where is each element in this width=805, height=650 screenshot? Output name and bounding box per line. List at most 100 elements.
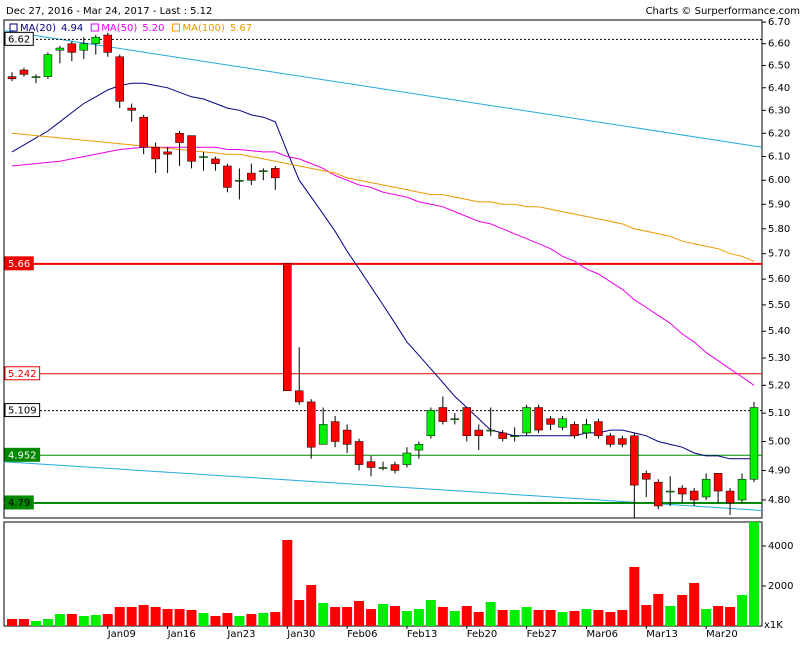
volume-bar [66, 614, 77, 626]
volume-bar [186, 610, 197, 626]
volume-bar [461, 606, 472, 626]
level-label-box [4, 447, 41, 462]
candle-body [223, 165, 232, 188]
candle-body [342, 429, 352, 445]
volume-bar [533, 610, 544, 626]
candle-body [546, 418, 555, 425]
candle-body [247, 172, 256, 181]
volume-bar [174, 609, 185, 626]
volume-bar [102, 614, 113, 626]
volume-bar [342, 607, 353, 626]
volume-bar [401, 611, 412, 626]
legend-swatch [9, 23, 18, 32]
volume-bar [162, 609, 173, 626]
level-label-box [4, 366, 41, 381]
volume-bar [138, 605, 149, 626]
x-tick-label: Jan30 [286, 629, 315, 640]
level-label: 6.62 [8, 34, 30, 45]
candle-body [67, 43, 77, 53]
x-tick-label: Mar06 [586, 629, 618, 640]
y-tick-label: 6.70 [768, 17, 790, 28]
volume-bar [7, 619, 17, 626]
volume-bar [354, 601, 365, 626]
candle-body [175, 133, 184, 143]
x-tick-label: Jan16 [167, 629, 196, 640]
price-plot [4, 30, 762, 518]
volume-bar [306, 585, 317, 626]
candle-body [354, 441, 364, 465]
candle-body [534, 407, 543, 431]
candle-body [606, 435, 615, 445]
volume-bar [509, 610, 520, 626]
volume-bar [485, 602, 496, 626]
candle-body [7, 76, 17, 80]
level-label: 4.79 [8, 498, 30, 509]
candle-body [701, 478, 711, 498]
volume-bar [521, 607, 532, 626]
volume-bar [653, 594, 664, 626]
y-tick-label: 2000 [768, 581, 793, 592]
volume-bar [737, 595, 748, 626]
candle-body [211, 158, 220, 164]
volume-bar [258, 613, 269, 626]
candle-body [725, 490, 735, 504]
candle-body [366, 461, 376, 468]
y-tick-label: 6.30 [768, 105, 790, 116]
y-tick-label: 5.40 [768, 326, 790, 337]
candle-body [283, 263, 292, 392]
candle-body [103, 34, 112, 53]
volume-bar [90, 615, 101, 626]
volume-bar [701, 609, 712, 626]
legend-value: 5.20 [142, 23, 164, 34]
candle-body [618, 438, 627, 445]
volume-bar [282, 540, 293, 626]
candle-body [187, 135, 196, 162]
volume-bar [605, 612, 616, 626]
x-tick-label: Jan23 [226, 629, 255, 640]
volume-bar [318, 603, 329, 626]
volume-bar [78, 616, 89, 626]
level-label-box [4, 495, 34, 510]
volume-bar [42, 619, 53, 626]
volume-bar [126, 607, 137, 626]
volume-bar [30, 621, 41, 626]
candle-body [199, 156, 208, 158]
candle-body [390, 464, 400, 471]
candle-body [330, 421, 340, 442]
candle-body [450, 418, 460, 420]
candle-body [630, 435, 639, 486]
y-tick-label: 6.60 [768, 39, 790, 50]
legend-swatch [172, 23, 181, 32]
y-tick-label: 5.30 [768, 353, 790, 364]
y-tick-label: 6.20 [768, 128, 790, 139]
candle-body [378, 467, 388, 469]
volume-bar [425, 600, 436, 626]
candle-body [91, 36, 101, 44]
candle-body [163, 151, 172, 155]
volume-bar [413, 609, 424, 626]
candle-body [713, 473, 723, 492]
volume-bar [270, 612, 281, 626]
level-label-box [4, 256, 34, 271]
candle-body [462, 407, 472, 437]
x-tick-label: Mar20 [706, 629, 738, 640]
price-panel [3, 19, 763, 519]
legend-name: MA(50) [101, 23, 137, 34]
legend-name: MA(100) [183, 23, 225, 34]
x-tick-label: Feb13 [407, 629, 437, 640]
credit: Charts © Surperformance.com [646, 6, 800, 17]
volume-bar [18, 619, 29, 626]
candle-body [79, 43, 89, 51]
y-tick-label: 4.90 [768, 465, 790, 476]
y-tick-label: 5.60 [768, 274, 790, 285]
volume-bar [689, 583, 700, 626]
level-label: 5.66 [8, 259, 30, 270]
volume-bar [294, 600, 305, 626]
candle-body [438, 407, 448, 422]
candle-body [43, 54, 53, 77]
legend-name: MA(20) [20, 23, 56, 34]
volume-bar [473, 612, 484, 626]
volume-bar [222, 613, 233, 626]
level-label-box [4, 403, 41, 418]
candle-body [570, 424, 579, 437]
